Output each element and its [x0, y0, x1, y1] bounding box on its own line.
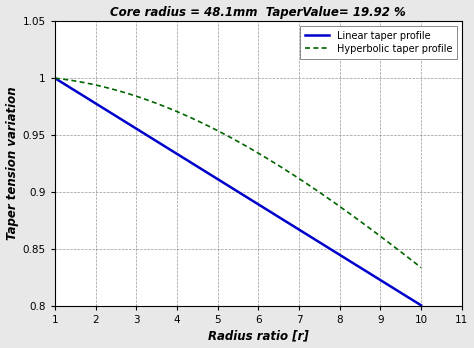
Hyperbolic taper profile [226, 134, 232, 139]
Hyperbolic taper profile [52, 76, 58, 80]
Hyperbolic taper profile [250, 148, 256, 152]
Linear taper profile [410, 298, 415, 302]
Y-axis label: Taper tension variation: Taper tension variation [6, 87, 18, 240]
Linear taper profile [418, 303, 424, 307]
Linear taper profile [270, 211, 276, 215]
Hyperbolic taper profile [352, 215, 358, 220]
Legend: Linear taper profile, Hyperbolic taper profile: Linear taper profile, Hyperbolic taper p… [300, 26, 457, 58]
Hyperbolic taper profile [410, 259, 415, 263]
Linear taper profile [228, 185, 234, 190]
Linear taper profile [352, 262, 358, 267]
Title: Core radius = 48.1mm  TaperValue= 19.92 %: Core radius = 48.1mm TaperValue= 19.92 % [110, 6, 406, 18]
Hyperbolic taper profile [270, 160, 276, 164]
Linear taper profile [250, 199, 256, 203]
Linear taper profile [226, 184, 232, 188]
X-axis label: Radius ratio [r]: Radius ratio [r] [208, 330, 309, 342]
Hyperbolic taper profile [228, 136, 234, 140]
Hyperbolic taper profile [418, 266, 424, 270]
Line: Linear taper profile: Linear taper profile [55, 78, 421, 305]
Linear taper profile [52, 76, 58, 80]
Line: Hyperbolic taper profile: Hyperbolic taper profile [55, 78, 421, 268]
